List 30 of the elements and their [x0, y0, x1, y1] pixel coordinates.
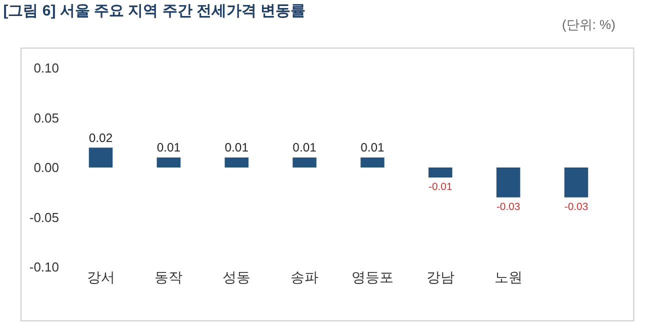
x-tick-label: 노원	[494, 269, 522, 285]
bar	[156, 158, 181, 168]
y-tick-label: -0.05	[29, 210, 59, 225]
x-tick-label: 동작	[154, 269, 183, 285]
x-tick-label: 성동	[222, 269, 251, 285]
bar	[88, 148, 113, 168]
y-tick-label: 0.05	[34, 110, 59, 126]
text: (단위: %)	[562, 17, 616, 32]
data-label: 0.01	[360, 140, 385, 155]
data-label: -0.03	[564, 202, 588, 213]
x-tick-label: 영등포	[351, 269, 394, 285]
y-tick-label: 0.00	[34, 160, 59, 176]
data-label: 0.02	[88, 130, 113, 145]
data-label: -0.01	[428, 182, 452, 194]
data-label: 0.01	[292, 140, 317, 155]
x-tick-label: 강남	[426, 269, 454, 285]
data-label: 0.01	[224, 140, 249, 155]
data-label: 0.01	[156, 140, 181, 155]
x-tick-label: 송파	[290, 269, 319, 285]
chart-title: [그림 6] 서울 주요 지역 주간 전세가격 변동률	[3, 2, 306, 20]
bar	[292, 158, 316, 168]
bar	[564, 168, 588, 198]
y-tick-label: 0.10	[34, 60, 59, 76]
x-tick-label: 강서	[86, 269, 115, 285]
bar	[428, 168, 452, 178]
data-label: -0.03	[496, 202, 520, 213]
bar	[496, 168, 520, 198]
y-tick-label: -0.10	[29, 260, 59, 275]
bar	[360, 158, 384, 168]
bar	[224, 158, 248, 168]
